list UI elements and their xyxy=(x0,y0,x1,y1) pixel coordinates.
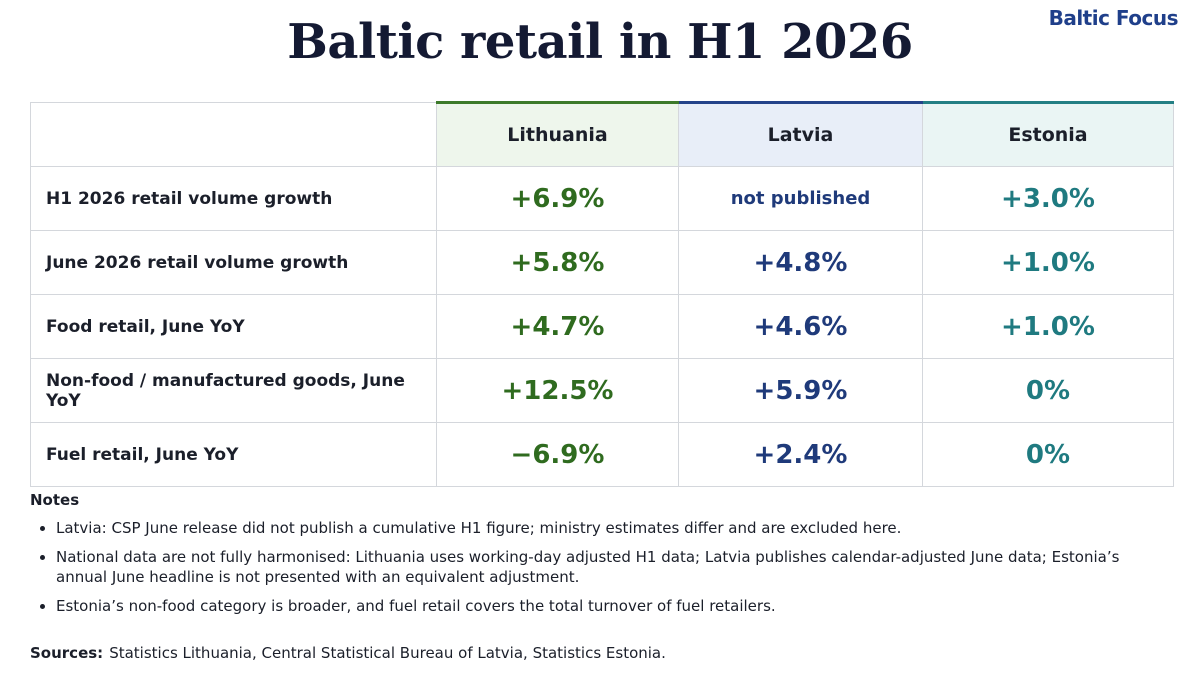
sources-text: Statistics Lithuania, Central Statistica… xyxy=(109,644,666,662)
table-row: H1 2026 retail volume growth +6.9% not pub… xyxy=(30,166,1174,231)
table-row: Food retail, June YoY +4.7% +4.6% +1.0% xyxy=(30,294,1174,359)
value-cell: +2.4% xyxy=(678,422,923,487)
value-cell: +12.5% xyxy=(436,358,679,423)
column-header: Estonia xyxy=(922,101,1174,167)
value-cell: +5.9% xyxy=(678,358,923,423)
row-label: Non-food / manufactured goods, June YoY xyxy=(30,358,437,423)
sources: Sources: Statistics Lithuania, Central St… xyxy=(30,644,666,662)
value-cell: +5.8% xyxy=(436,230,679,295)
corner-cell xyxy=(30,102,437,167)
notes-list: Latvia: CSP June release did not publish… xyxy=(30,518,1170,616)
note-item: Estonia’s non-food category is broader, … xyxy=(56,596,1170,616)
table-row: Non-food / manufactured goods, June YoY +… xyxy=(30,358,1174,423)
value-cell: −6.9% xyxy=(436,422,679,487)
header-row: Lithuania Latvia Estonia xyxy=(30,101,1174,167)
row-label: H1 2026 retail volume growth xyxy=(30,166,437,231)
notes: Notes Latvia: CSP June release did not p… xyxy=(30,490,1170,625)
value-cell: not published xyxy=(678,166,923,231)
brand: Baltic Focus xyxy=(1048,6,1179,30)
value-cell: +6.9% xyxy=(436,166,679,231)
notes-heading: Notes xyxy=(30,491,80,509)
column-header: Latvia xyxy=(678,101,923,167)
value-cell: 0% xyxy=(922,422,1174,487)
table-row: June 2026 retail volume growth +5.8% +4.8%… xyxy=(30,230,1174,295)
value-cell: +1.0% xyxy=(922,230,1174,295)
row-label: Food retail, June YoY xyxy=(30,294,437,359)
table-body: H1 2026 retail volume growth +6.9% not pub… xyxy=(30,166,1174,487)
row-label: June 2026 retail volume growth xyxy=(30,230,437,295)
table-row: Fuel retail, June YoY −6.9% +2.4% 0% xyxy=(30,422,1174,487)
sources-label: Sources: xyxy=(30,644,104,662)
column-header: Lithuania xyxy=(436,101,679,167)
note-item: National data are not fully harmonised: … xyxy=(56,547,1170,587)
value-cell: 0% xyxy=(922,358,1174,423)
value-cell: +4.7% xyxy=(436,294,679,359)
comparison-table: Lithuania Latvia Estonia H1 2026 retail vo… xyxy=(30,101,1174,487)
note-item: Latvia: CSP June release did not publish… xyxy=(56,518,1170,538)
value-cell: +4.6% xyxy=(678,294,923,359)
value-cell: +3.0% xyxy=(922,166,1174,231)
title: Baltic retail in H1 2026 xyxy=(287,14,913,70)
value-cell: +1.0% xyxy=(922,294,1174,359)
row-label: Fuel retail, June YoY xyxy=(30,422,437,487)
value-cell: +4.8% xyxy=(678,230,923,295)
